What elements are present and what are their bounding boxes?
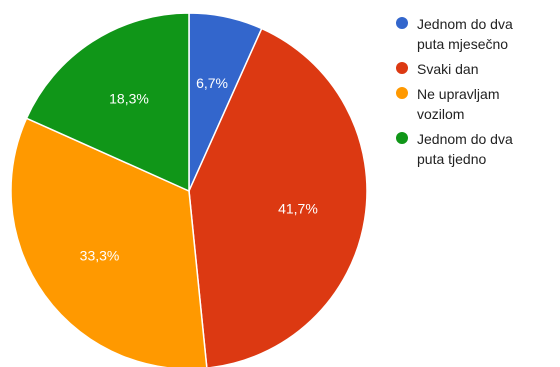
legend-label-ne-upravljam: Ne upravljam vozilom: [417, 86, 500, 122]
legend-item-svaki-dan[interactable]: Svaki dan: [396, 59, 560, 79]
pie-slice-ne-upravljam[interactable]: [10, 117, 208, 367]
legend-swatch-ne-upravljam: [396, 87, 408, 99]
slice-value-label-svaki-dan: 41,7%: [278, 201, 318, 217]
legend-label-svaki-dan: Svaki dan: [417, 61, 479, 77]
legend-item-ne-upravljam[interactable]: Ne upravljam vozilom: [396, 84, 560, 124]
legend-label-jednom-tjedno: Jednom do dva puta tjedno: [417, 131, 513, 167]
legend-item-jednom-tjedno[interactable]: Jednom do dva puta tjedno: [396, 129, 560, 169]
pie-slice-jednom-tjedno[interactable]: [25, 12, 190, 193]
legend-item-jednom-mjesecno[interactable]: Jednom do dva puta mjesečno: [396, 14, 560, 54]
slice-value-label-jednom-tjedno: 18,3%: [109, 90, 149, 106]
legend-swatch-svaki-dan: [396, 62, 408, 74]
legend-label-jednom-mjesecno: Jednom do dva puta mjesečno: [417, 16, 513, 52]
legend-swatch-jednom-mjesecno: [396, 17, 408, 29]
pie-chart: 6,7% 41,7% 33,3% 18,3%: [10, 12, 368, 367]
pie-slice-svaki-dan[interactable]: [188, 27, 368, 367]
legend-swatch-jednom-tjedno: [396, 132, 408, 144]
chart-legend: Jednom do dva puta mjesečno Svaki dan Ne…: [396, 14, 560, 174]
slice-value-label-ne-upravljam: 33,3%: [80, 248, 120, 264]
slice-value-label-jednom-mjesecno: 6,7%: [196, 75, 228, 91]
